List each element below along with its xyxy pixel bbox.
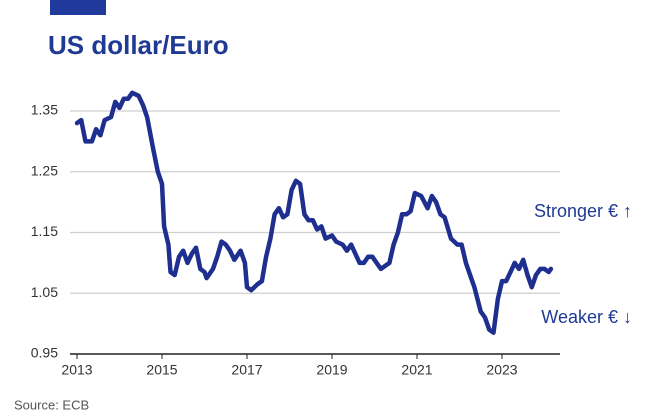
x-tick-label: 2013	[61, 362, 92, 378]
y-tick-label: 1.35	[31, 102, 58, 118]
y-tick-label: 1.05	[31, 284, 58, 300]
x-tick-label: 2019	[316, 362, 347, 378]
y-tick-label: 0.95	[31, 345, 58, 361]
header-bar	[50, 0, 106, 15]
x-tick-label: 2017	[231, 362, 262, 378]
y-tick-label: 1.15	[31, 223, 58, 239]
y-tick-label: 1.25	[31, 162, 58, 178]
source: Source: ECB	[14, 397, 89, 412]
x-tick-label: 2023	[486, 362, 517, 378]
x-tick-label: 2015	[146, 362, 177, 378]
x-tick-label: 2021	[401, 362, 432, 378]
annotation: Stronger € ↑	[534, 201, 632, 221]
chart-title: US dollar/Euro	[48, 30, 229, 60]
annotation: Weaker € ↓	[541, 307, 632, 327]
line	[74, 90, 554, 335]
